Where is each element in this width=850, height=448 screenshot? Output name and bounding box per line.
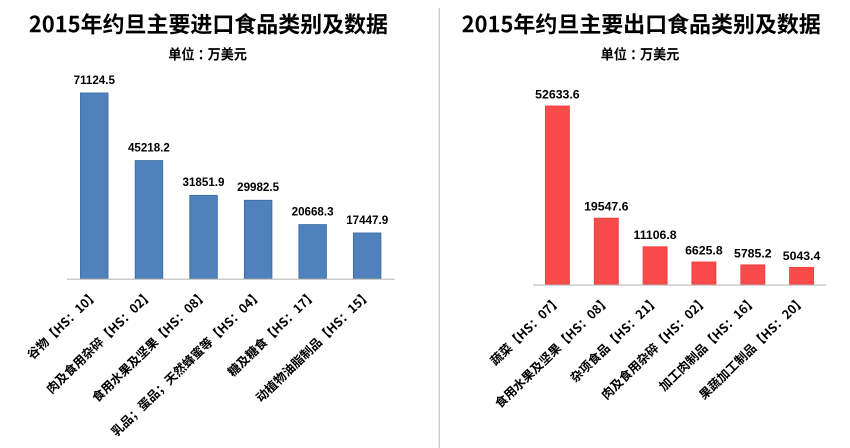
svg-text:29982.5: 29982.5	[237, 181, 279, 194]
svg-text:20668.3: 20668.3	[292, 205, 334, 218]
svg-text:52633.6: 52633.6	[535, 87, 580, 101]
svg-text:71124.5: 71124.5	[74, 74, 116, 87]
svg-text:5785.2: 5785.2	[734, 246, 772, 260]
svg-text:17447.9: 17447.9	[346, 214, 388, 227]
svg-text:19547.6: 19547.6	[584, 200, 629, 214]
svg-text:31851.9: 31851.9	[183, 176, 225, 189]
svg-text:6625.8: 6625.8	[685, 243, 723, 257]
svg-text:11106.8: 11106.8	[634, 228, 677, 242]
svg-text:45218.2: 45218.2	[128, 141, 170, 154]
svg-text:5043.4: 5043.4	[783, 249, 821, 263]
